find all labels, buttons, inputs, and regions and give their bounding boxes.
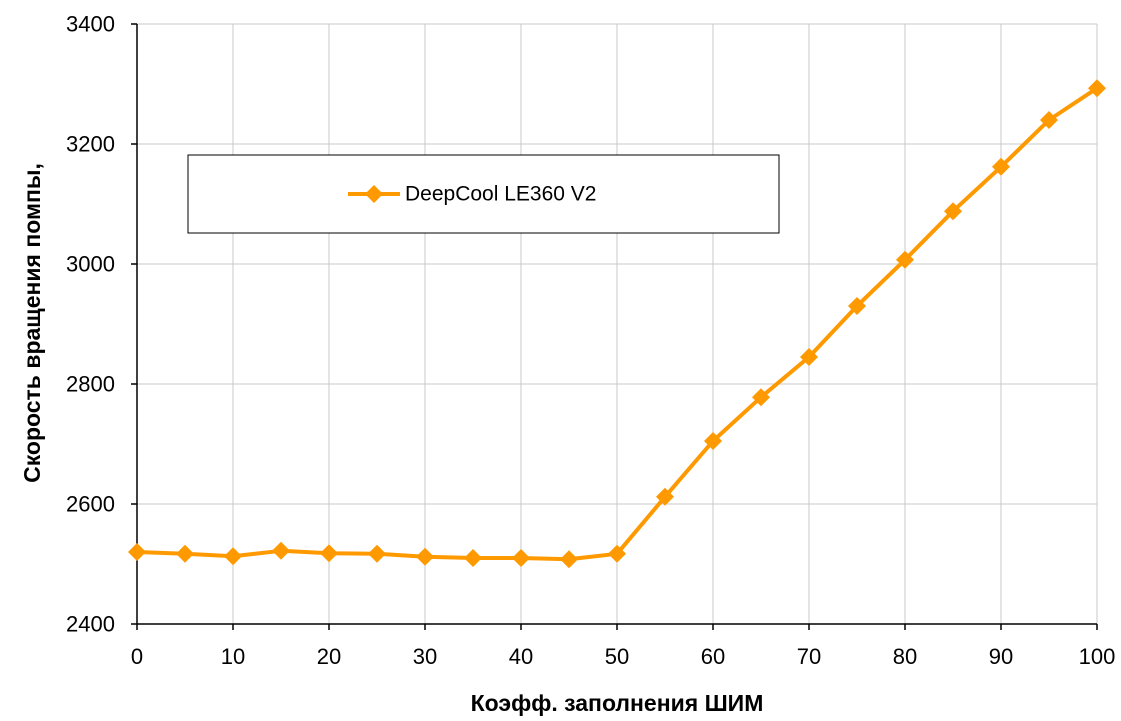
data-point-diamond-marker [224,547,242,566]
data-point-diamond-marker [512,549,530,567]
x-tick-label: 30 [413,644,437,669]
data-point-diamond-marker [1088,79,1106,98]
data-point-diamond-marker [176,544,194,563]
series-layer [128,79,1106,569]
y-tick-label: 2400 [66,612,115,637]
y-tick-label: 2600 [66,492,115,517]
data-point-diamond-marker [656,487,674,506]
x-tick-label: 90 [989,644,1013,669]
y-tick-label: 3000 [66,252,115,277]
y-axis-title: Скорость вращения помпы, [19,163,45,483]
data-point-diamond-marker [752,388,770,407]
data-point-diamond-marker [272,541,290,560]
axes [131,23,1098,630]
tick-labels: 2400 2600 2800 3000 3200 3400 0 10 20 30 40 50 60 70 8… [66,12,1115,670]
x-tick-label: 60 [701,644,725,669]
x-tick-label: 20 [317,644,341,669]
data-point-diamond-marker [320,544,338,563]
legend-diamond-marker [365,185,383,203]
legend: DeepCool LE360 V2 [187,154,780,234]
data-point-diamond-marker [464,549,482,567]
data-point-diamond-marker [944,202,962,221]
data-point-diamond-marker [368,544,386,563]
x-axis-title: Коэфф. заполнения ШИМ [471,690,764,716]
data-point-diamond-marker [128,543,146,561]
y-tick-label: 3400 [66,12,115,37]
data-point-diamond-marker [416,547,434,566]
x-tick-label: 70 [797,644,821,669]
y-tick-label: 2800 [66,372,115,397]
gridlines [136,23,1098,625]
legend-box [187,154,780,234]
x-tick-label: 50 [605,644,629,669]
data-point-diamond-marker [704,432,722,450]
data-point-diamond-marker [848,297,866,315]
data-point-diamond-marker [608,544,626,563]
x-tick-label: 0 [131,644,143,669]
y-tick-label: 3200 [66,132,115,157]
x-tick-label: 40 [509,644,533,669]
x-tick-label: 10 [221,644,245,669]
data-point-diamond-marker [800,348,818,366]
x-tick-label: 80 [893,644,917,669]
x-tick-label: 100 [1079,644,1116,669]
data-point-diamond-marker [560,550,578,569]
legend-label: DeepCool LE360 V2 [405,183,596,206]
data-point-diamond-marker [1040,111,1058,129]
data-point-diamond-marker [896,250,914,269]
data-point-diamond-marker [992,157,1010,176]
